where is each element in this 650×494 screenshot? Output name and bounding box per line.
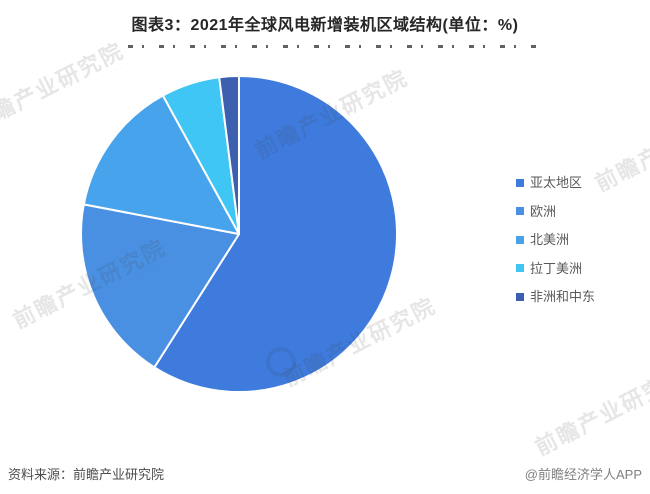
legend-label: 拉丁美洲 <box>530 260 583 276</box>
legend-item-latin-america[interactable]: 拉丁美洲 <box>516 261 595 276</box>
pie-slice-北美洲[interactable] <box>82 94 240 235</box>
pie-slice-亚太地区[interactable] <box>153 75 398 393</box>
legend-item-europe[interactable]: 欧洲 <box>516 204 595 219</box>
legend-item-africa-middle-east[interactable]: 非洲和中东 <box>516 289 595 304</box>
clipped-text-artifact <box>128 45 544 48</box>
legend-item-asia-pacific[interactable]: 亚太地区 <box>516 175 595 190</box>
legend-swatch-icon <box>516 292 524 301</box>
chart-title: 图表3：2021年全球风电新增装机区域结构(单位：%) <box>131 17 519 34</box>
credit-note: @前瞻经济学人APP <box>524 467 642 482</box>
legend-swatch-icon <box>516 264 524 272</box>
legend-swatch-icon <box>516 178 524 187</box>
legend-label: 非洲和中东 <box>530 289 596 304</box>
legend-swatch-icon <box>516 235 524 244</box>
legend-label: 亚太地区 <box>530 175 583 190</box>
pie-slice-欧洲[interactable] <box>80 203 240 369</box>
legend-item-north-america[interactable]: 北美洲 <box>516 232 595 247</box>
legend: 亚太地区 欧洲 北美洲 拉丁美洲 非洲和中东 <box>516 175 595 304</box>
legend-label: 欧洲 <box>530 203 557 219</box>
legend-swatch-icon <box>516 207 524 215</box>
pie-slice-非洲和中东[interactable] <box>218 75 240 235</box>
legend-label: 北美洲 <box>530 232 570 247</box>
data-source-note: 资料来源：前瞻产业研究院 <box>8 467 165 482</box>
